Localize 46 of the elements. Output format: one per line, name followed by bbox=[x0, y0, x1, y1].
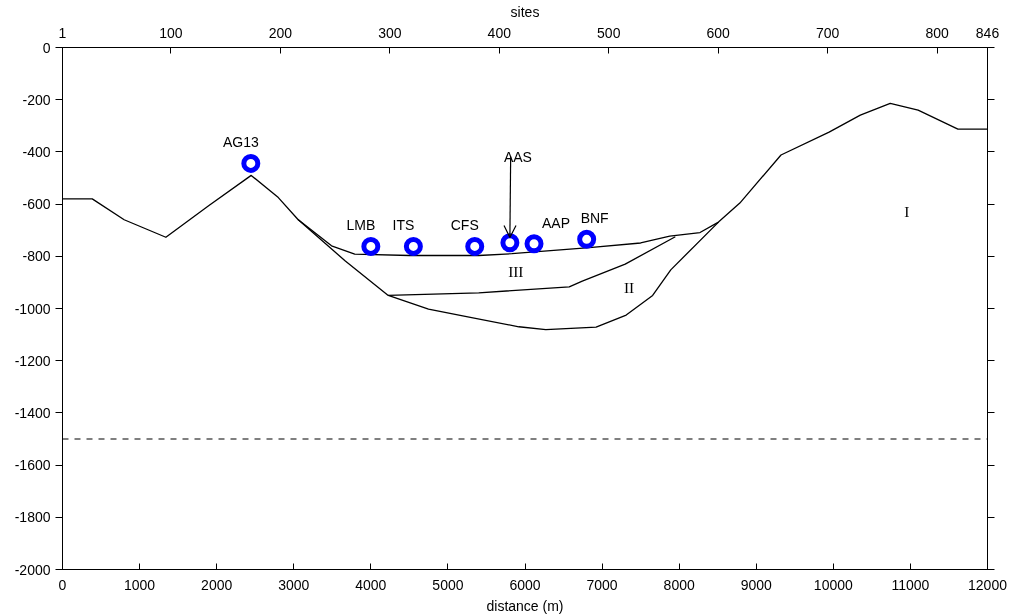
x-axis-title: distance (m) bbox=[486, 597, 564, 614]
y-tick-label: -1600 bbox=[14, 457, 51, 474]
annotation: BNF bbox=[580, 210, 609, 227]
annotation: AAS bbox=[503, 148, 532, 165]
y-tick-label: -600 bbox=[22, 196, 51, 213]
x2-tick-label: 846 bbox=[975, 24, 1000, 41]
y-tick-label: -400 bbox=[22, 143, 51, 160]
x-tick-label: 10000 bbox=[813, 576, 854, 593]
y-tick-label: -200 bbox=[22, 91, 51, 108]
x-tick-label: 5000 bbox=[432, 576, 464, 593]
x-tick-label: 3000 bbox=[278, 576, 310, 593]
y-tick-label: -1200 bbox=[14, 352, 51, 369]
y-tick-label: -1800 bbox=[14, 509, 51, 526]
x2-tick-label: 700 bbox=[816, 24, 840, 41]
x2-tick-label: 600 bbox=[706, 24, 731, 41]
annotation: I bbox=[904, 203, 910, 221]
annotation: CFS bbox=[450, 217, 479, 234]
annotation: LMB bbox=[346, 217, 376, 234]
x-tick-label: 11000 bbox=[891, 576, 930, 593]
y-tick-label: -2000 bbox=[14, 561, 51, 578]
x2-tick-label: 500 bbox=[597, 24, 621, 41]
x-tick-label: 7000 bbox=[586, 576, 618, 593]
x2-tick-label: 100 bbox=[159, 24, 183, 41]
annotation: AAP bbox=[542, 214, 571, 231]
x-tick-label: 12000 bbox=[968, 576, 1008, 593]
y-tick-label: -800 bbox=[22, 248, 51, 265]
x2-axis-title: sites bbox=[510, 3, 540, 20]
x-tick-label: 6000 bbox=[509, 576, 541, 593]
x2-tick-label: 300 bbox=[378, 24, 402, 41]
y-tick-label: -1000 bbox=[14, 300, 51, 317]
x-tick-label: 2000 bbox=[201, 576, 233, 593]
x2-tick-label: 200 bbox=[268, 24, 293, 41]
annotation: III bbox=[508, 263, 524, 281]
x-tick-label: 9000 bbox=[740, 576, 773, 593]
x2-tick-label: 400 bbox=[487, 24, 512, 41]
y-tick-label: 0 bbox=[42, 39, 51, 56]
x2-tick-label: 800 bbox=[925, 24, 950, 41]
x-tick-label: 0 bbox=[58, 576, 67, 593]
annotation: II bbox=[623, 278, 635, 296]
annotation: ITS bbox=[392, 217, 415, 234]
x-tick-label: 8000 bbox=[663, 576, 695, 593]
x-tick-label: 4000 bbox=[355, 576, 387, 593]
x2-tick-label: 1 bbox=[58, 24, 67, 41]
x-tick-label: 1000 bbox=[124, 576, 156, 593]
annotation: AG13 bbox=[222, 134, 259, 151]
y-tick-label: -1400 bbox=[14, 404, 51, 421]
